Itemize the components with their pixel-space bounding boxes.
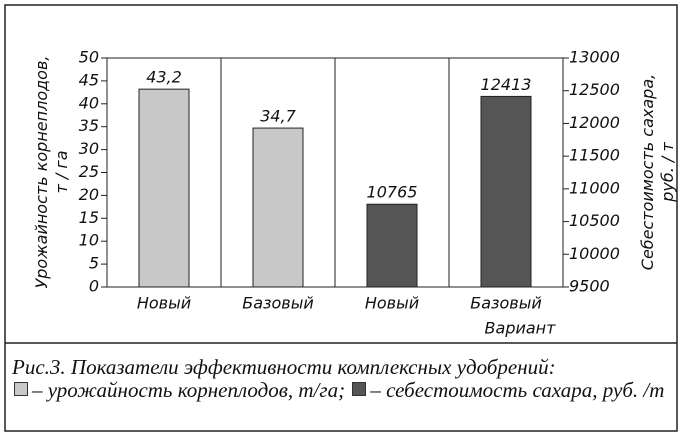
- y2-tick-label: 12000: [569, 113, 620, 132]
- x-axis-title: Вариант: [485, 319, 557, 338]
- legend-dash: –: [32, 378, 43, 402]
- y2-axis-title-line: руб. / т: [658, 142, 677, 203]
- value-label: 12413: [481, 75, 532, 94]
- legend-label: себестоимость сахара, руб. /т: [386, 378, 665, 402]
- y-axis-title-line: т / га: [52, 150, 71, 193]
- y-tick-label: 15: [79, 208, 99, 227]
- legend-dash: –: [370, 378, 381, 402]
- y-tick-label: 40: [79, 93, 99, 112]
- y2-tick-label: 9500: [569, 277, 610, 296]
- y2-tick-label: 11500: [569, 146, 620, 165]
- y-tick-label: 50: [79, 48, 99, 67]
- legend-swatch: [14, 382, 28, 396]
- bar: [480, 95, 532, 288]
- caption-title: Рис.3. Показатели эффективности комплекс…: [12, 355, 556, 379]
- y2-tick-label: 10000: [569, 244, 620, 263]
- y-tick-label: 10: [79, 231, 99, 250]
- y-tick-label: 20: [79, 185, 99, 204]
- y2-axis-title-line: Себестоимость сахара,: [638, 74, 657, 270]
- y-tick-label: 25: [79, 162, 99, 181]
- y-tick-label: 45: [79, 70, 99, 89]
- legend-delimiter: ;: [338, 378, 346, 402]
- y-tick-label: 35: [79, 116, 99, 135]
- value-label: 43,2: [146, 68, 182, 87]
- y-tick-label: 30: [79, 139, 99, 158]
- caption: Рис.3. Показатели эффективности комплекс…: [12, 356, 672, 402]
- legend-swatch: [352, 382, 367, 396]
- y-axis-title-line: Урожайность корнеплодов,: [32, 56, 51, 289]
- y-axis-title: Урожайность корнеплодов,т / га: [32, 56, 71, 289]
- x-tick-label: Базовый: [470, 294, 542, 313]
- x-tick-label: Новый: [137, 294, 191, 313]
- y2-tick-label: 12500: [569, 80, 620, 99]
- value-label: 34,7: [260, 107, 296, 126]
- frame: [4, 4, 678, 432]
- bar: [366, 203, 418, 288]
- y2-tick-label: 13000: [569, 48, 620, 67]
- y2-axis-title: Себестоимость сахара,руб. / т: [638, 74, 677, 270]
- bar: [138, 88, 190, 288]
- y-tick-label: 0: [89, 277, 99, 296]
- y2-tick-label: 10500: [569, 211, 620, 230]
- value-label: 10765: [367, 183, 418, 202]
- x-tick-label: Новый: [365, 294, 419, 313]
- legend-label: урожайность корнеплодов, т/га: [47, 378, 339, 402]
- bar: [252, 127, 304, 288]
- y2-tick-label: 11000: [569, 178, 620, 197]
- x-tick-label: Базовый: [242, 294, 314, 313]
- y-tick-label: 5: [89, 254, 99, 273]
